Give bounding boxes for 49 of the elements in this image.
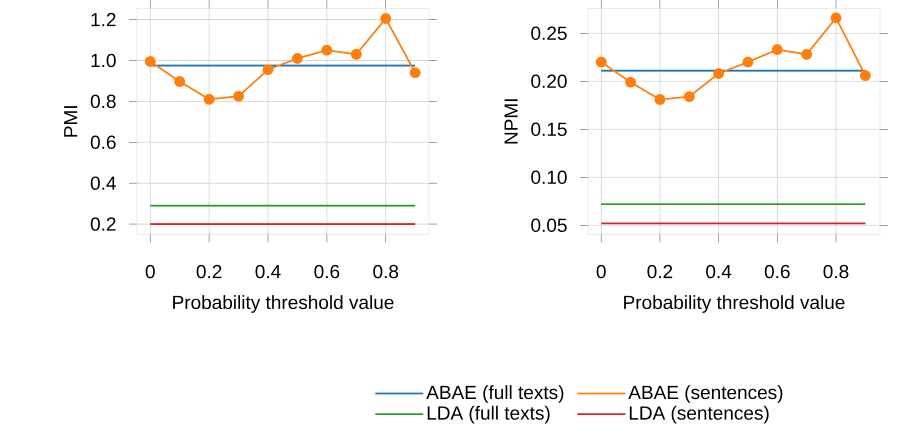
- point: [350, 48, 362, 60]
- y-tick-label: 0.15: [531, 122, 567, 136]
- y-tick-label: 1.2: [92, 12, 116, 26]
- point: [654, 94, 666, 105]
- y-tick-label: 0.20: [531, 74, 567, 88]
- x-axis-title: Probability threshold value: [624, 295, 845, 313]
- x-tick-label: 0.4: [706, 264, 732, 278]
- point: [321, 44, 332, 56]
- y-tick-label: 0.4: [90, 176, 116, 190]
- y-tick-label: 0.10: [531, 170, 567, 184]
- point: [380, 12, 392, 24]
- y-tick-label: 1.0: [92, 54, 116, 68]
- point: [684, 91, 695, 102]
- x-axis-title: Probability threshold value: [173, 295, 394, 313]
- point: [625, 76, 636, 88]
- point: [801, 48, 812, 60]
- point: [174, 76, 186, 87]
- legend-label: LDA (sentences): [630, 406, 769, 424]
- x-tick-label: 0.8: [824, 264, 848, 278]
- legend-label: ABAE (full texts): [426, 385, 564, 403]
- y-tick-label: 0.6: [90, 135, 116, 149]
- x-tick-label: 0: [146, 264, 155, 278]
- legend-label: ABAE (sentences): [628, 385, 782, 403]
- x-tick-label: 0.6: [764, 264, 790, 278]
- point: [204, 94, 215, 105]
- x-tick-label: 0.4: [256, 264, 281, 278]
- x-tick-label: 0.6: [314, 264, 340, 278]
- point: [292, 52, 303, 64]
- point: [713, 68, 724, 79]
- x-tick-label: 0.2: [647, 264, 672, 278]
- point: [410, 67, 421, 78]
- point: [233, 90, 244, 102]
- y-axis-title: PMI: [64, 106, 78, 136]
- x-tick-label: 0.2: [196, 264, 222, 278]
- point: [830, 12, 842, 24]
- point: [144, 56, 156, 67]
- y-tick-label: 0.8: [90, 94, 116, 108]
- y-tick-label: 0.2: [90, 217, 116, 231]
- y-axis-title: NPMI: [504, 99, 518, 144]
- x-tick-label: 0: [596, 264, 606, 278]
- legend-label: LDA (full texts): [428, 406, 550, 424]
- point: [772, 44, 783, 55]
- x-tick-label: 0.8: [373, 264, 398, 278]
- point: [262, 64, 274, 75]
- point: [596, 56, 607, 68]
- y-tick-label: 0.05: [531, 218, 567, 232]
- y-tick-label: 0.25: [531, 26, 567, 40]
- point: [742, 56, 754, 68]
- point: [860, 70, 871, 81]
